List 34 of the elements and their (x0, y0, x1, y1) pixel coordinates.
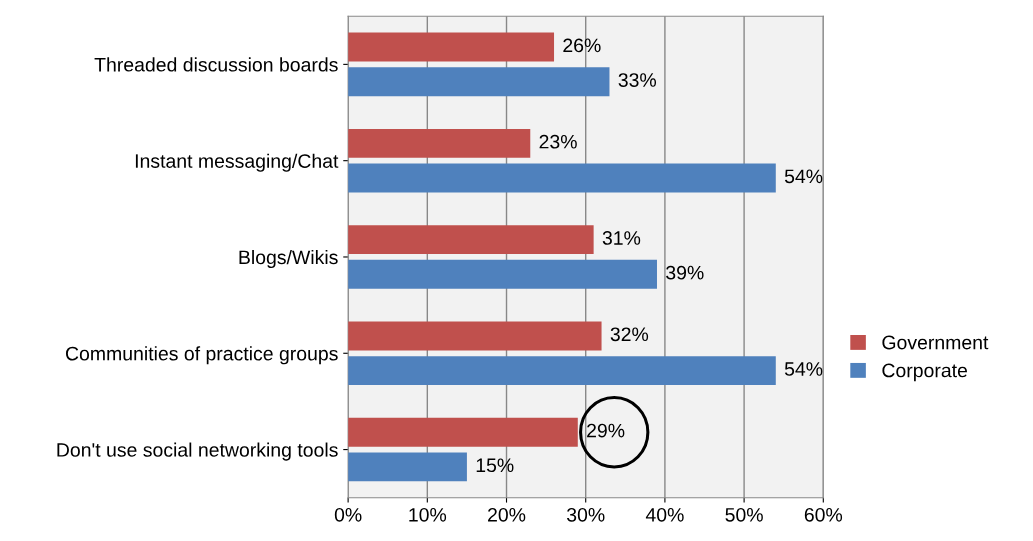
data-label: 15% (476, 458, 514, 473)
bar (348, 356, 776, 386)
bar (348, 321, 602, 351)
data-label: 54% (784, 362, 823, 376)
x-tick-label: 0% (334, 507, 362, 522)
y-tick-label: Don't use social networking tools (57, 442, 338, 461)
bar (348, 259, 657, 289)
data-label: 32% (610, 327, 649, 342)
data-label: 23% (539, 134, 577, 149)
data-label: 31% (602, 231, 641, 245)
bar (348, 32, 555, 62)
data-label: 29% (587, 423, 625, 438)
x-tick-label: 20% (488, 507, 526, 522)
y-tick-label: Communities of practice groups (65, 346, 338, 365)
data-label: 39% (666, 265, 704, 280)
legend-label: Corporate (882, 363, 968, 382)
x-tick-label: 50% (725, 507, 763, 522)
data-label: 33% (618, 73, 657, 87)
x-tick-label: 60% (804, 507, 843, 522)
bar (348, 67, 610, 97)
data-label: 54% (784, 169, 823, 184)
bar (348, 163, 776, 193)
bar (348, 452, 467, 482)
y-tick-label: Threaded discussion boards (94, 57, 338, 72)
y-tick-label: Blogs/Wikis (239, 249, 338, 269)
legend-label: Government (882, 335, 989, 350)
bar (348, 225, 594, 255)
y-tick-label: Instant messaging/Chat (135, 153, 339, 172)
x-tick-label: 40% (645, 507, 684, 522)
data-label: 26% (563, 38, 601, 53)
x-tick-label: 30% (566, 507, 605, 522)
x-tick-label: 10% (409, 507, 447, 522)
bar (348, 128, 531, 158)
bar (348, 417, 578, 447)
